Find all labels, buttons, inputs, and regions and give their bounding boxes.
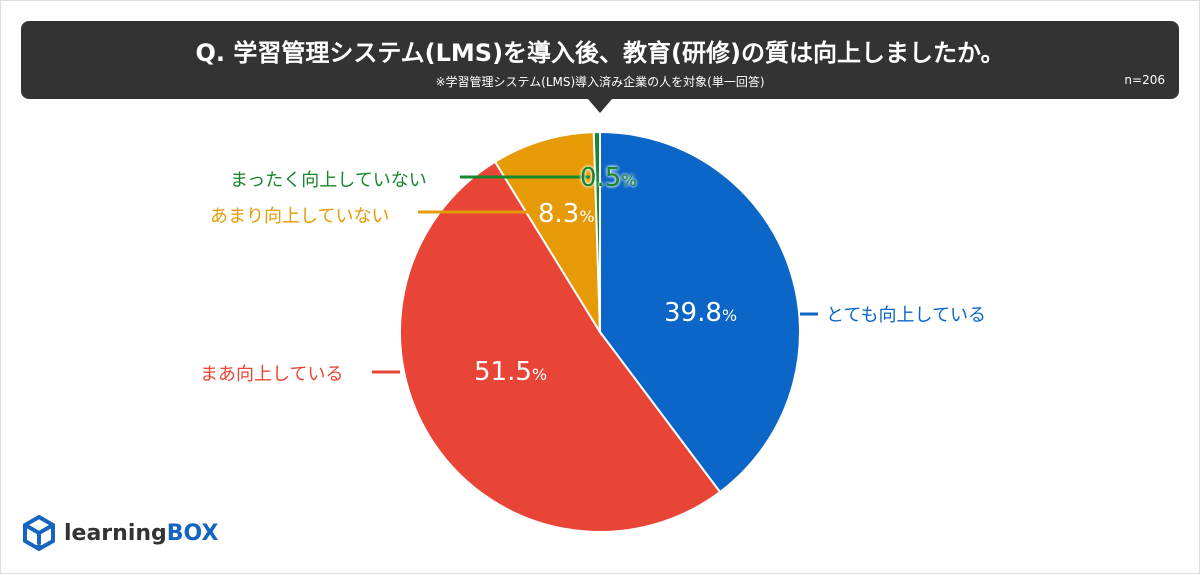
cube-icon xyxy=(23,514,55,552)
data-label-value: 51.5 xyxy=(474,357,532,387)
legend-label-0: とても向上している xyxy=(826,305,987,326)
banner-pointer xyxy=(588,99,612,113)
legend-label-1: まあ向上している xyxy=(200,364,344,385)
data-label-unit: % xyxy=(621,171,637,190)
logo-text-box: BOX xyxy=(166,520,219,546)
pie-slice-2 xyxy=(493,131,602,336)
data-label-value: 8.3 xyxy=(538,199,580,229)
chart-title: Q. 学習管理システム(LMS)を導入後、教育(研修)の質は向上しましたか。 xyxy=(195,39,1005,67)
data-label-unit: % xyxy=(721,306,738,325)
data-label-0: 39.8% xyxy=(664,298,737,328)
legend-label-2: あまり向上していない xyxy=(210,206,390,227)
sample-size: n=206 xyxy=(1124,73,1165,87)
pie-slice-3 xyxy=(592,130,601,333)
data-label-value: 39.8 xyxy=(664,298,722,328)
data-label-unit: % xyxy=(579,207,595,226)
pie-slice-1 xyxy=(399,160,722,533)
chart-subtitle: ※学習管理システム(LMS)導入済み企業の人を対象(単一回答) xyxy=(435,75,765,89)
logo-text: learning xyxy=(64,520,167,546)
data-label-1: 51.5% xyxy=(474,357,547,387)
data-label-value: 0.5 xyxy=(580,163,622,193)
data-label-3: 0.5% xyxy=(580,163,637,193)
pie-slice-0 xyxy=(599,130,801,494)
data-label-2: 8.3% xyxy=(538,199,595,229)
data-label-unit: % xyxy=(531,365,548,384)
question-banner: Q. 学習管理システム(LMS)を導入後、教育(研修)の質は向上しましたか。 ※… xyxy=(21,21,1179,99)
legend-label-3: まったく向上していない xyxy=(230,170,427,191)
learningbox-logo: learningBOX xyxy=(22,514,218,552)
